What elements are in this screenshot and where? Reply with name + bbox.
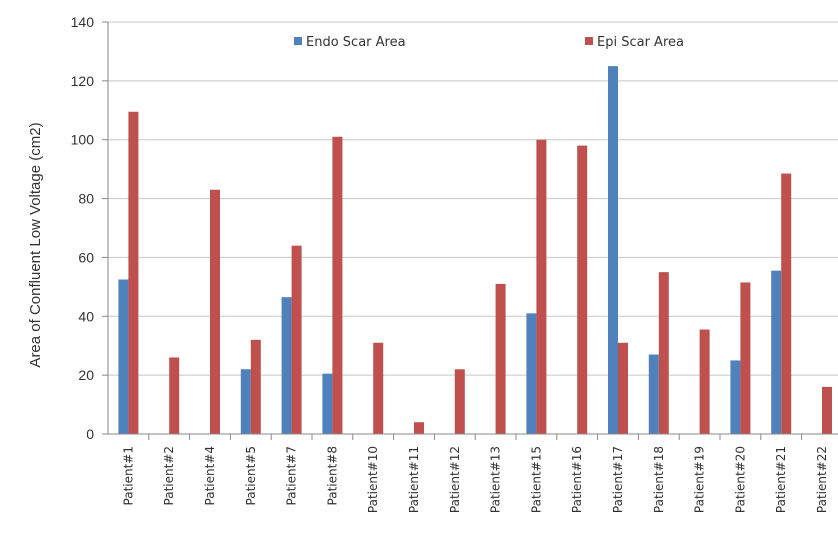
bars [118, 66, 832, 435]
x-tick-label: Patient#16 [570, 446, 584, 513]
bar-endo [648, 354, 659, 434]
x-tick-label: Patient#4 [203, 446, 217, 505]
y-tick-label: 0 [86, 426, 94, 442]
legend-label: Epi Scar Area [597, 35, 684, 50]
x-tick-label: Patient#10 [366, 446, 380, 513]
y-tick-label: 120 [71, 73, 95, 89]
y-tick-label: 80 [78, 191, 94, 207]
bar-epi [822, 386, 832, 434]
bar-endo [771, 270, 782, 434]
bar-epi [291, 245, 302, 434]
bar-epi [536, 139, 547, 434]
bar-epi [577, 145, 588, 434]
y-tick-label: 20 [78, 367, 94, 383]
x-tick-labels: Patient#1 Patient#2 Patient#4 Patient#5 Pati… [121, 434, 829, 513]
bar-epi [169, 357, 180, 434]
bar-epi [699, 329, 710, 434]
y-tick-labels: 0 20 40 60 80 100 120 140 [71, 14, 108, 442]
legend: Endo Scar Area Epi Scar Area [294, 35, 684, 50]
x-tick-label: Patient#11 [407, 446, 421, 513]
x-tick-label: Patient#15 [529, 446, 543, 513]
bar-epi [414, 422, 424, 434]
x-tick-label: Patient#21 [774, 446, 788, 513]
legend-swatch [294, 37, 302, 45]
x-tick-label: Patient#7 [285, 446, 299, 505]
bar-endo [281, 297, 292, 434]
bar-epi [128, 111, 139, 434]
legend-swatch [585, 37, 593, 45]
bar-epi [658, 272, 669, 434]
x-tick-label: Patient#17 [611, 446, 625, 513]
bar-epi [373, 342, 384, 434]
x-tick-label: Patient#1 [121, 446, 135, 505]
x-tick-label: Patient#19 [693, 446, 707, 513]
y-tick-label: 40 [78, 308, 94, 324]
gridlines [108, 21, 838, 376]
bar-endo [730, 360, 741, 434]
bar-endo [526, 313, 537, 434]
bar-epi [740, 282, 751, 434]
bar-endo [322, 373, 333, 434]
axes [107, 22, 838, 435]
bar-epi [250, 339, 261, 434]
x-tick-label: Patient#5 [244, 446, 258, 505]
x-tick-label: Patient#18 [652, 446, 666, 513]
legend-label: Endo Scar Area [306, 35, 406, 50]
y-tick-label: 60 [78, 249, 94, 265]
bar-epi [454, 369, 465, 434]
y-axis-title: Area of Confluent Low Voltage (cm2) [27, 122, 44, 367]
x-tick-label: Patient#12 [448, 446, 462, 513]
bar-epi [332, 136, 343, 434]
y-tick-label: 100 [71, 132, 95, 148]
y-tick-label: 140 [71, 14, 95, 30]
bar-endo [118, 279, 129, 434]
x-tick-label: Patient#22 [815, 446, 829, 513]
x-tick-label: Patient#20 [733, 446, 747, 513]
x-tick-label: Patient#2 [162, 446, 176, 505]
bar-epi [618, 342, 628, 434]
bar-epi [781, 173, 792, 435]
x-tick-label: Patient#8 [325, 446, 339, 505]
bar-endo [240, 369, 251, 434]
bar-epi [210, 189, 220, 434]
bar-epi [495, 283, 506, 434]
bar-endo [608, 66, 618, 435]
x-tick-label: Patient#13 [489, 446, 503, 513]
